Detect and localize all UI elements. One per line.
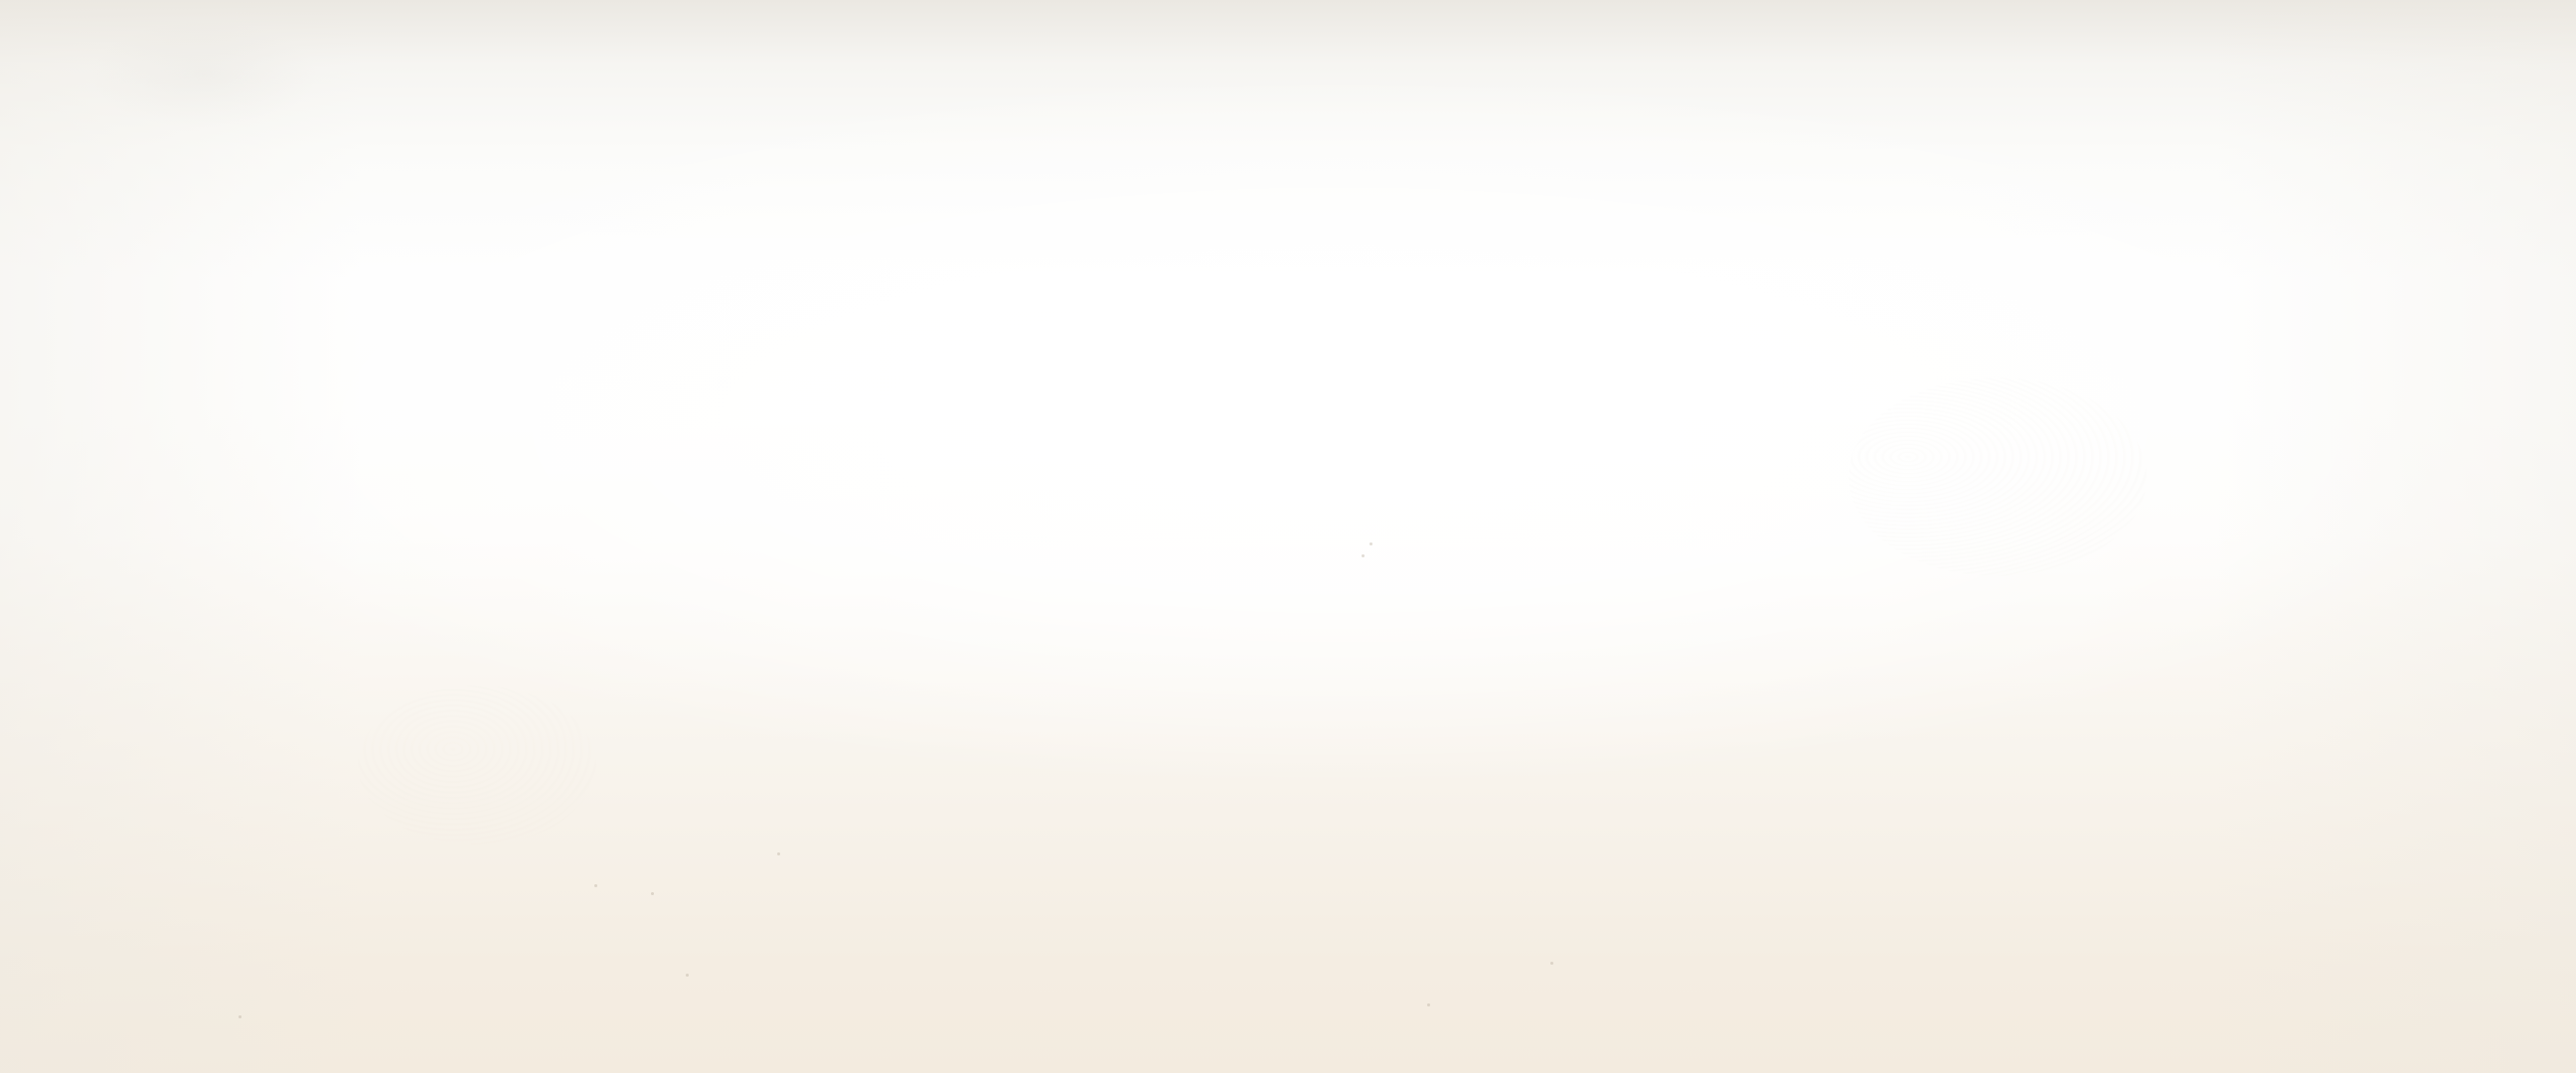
texture-ripple: [358, 686, 596, 844]
texture-speck: [651, 892, 654, 895]
texture-ripple: [1849, 378, 2147, 576]
texture-speck: [594, 884, 597, 887]
texture-speck: [1362, 554, 1365, 557]
texture-speck: [686, 974, 689, 977]
texture-speck: [239, 1015, 242, 1018]
texture-speck: [1550, 962, 1553, 965]
texture-swirl: [89, 20, 318, 129]
texture-speck: [777, 852, 780, 855]
texture-speck: [1427, 1003, 1430, 1006]
texture-speck: [1369, 542, 1372, 545]
